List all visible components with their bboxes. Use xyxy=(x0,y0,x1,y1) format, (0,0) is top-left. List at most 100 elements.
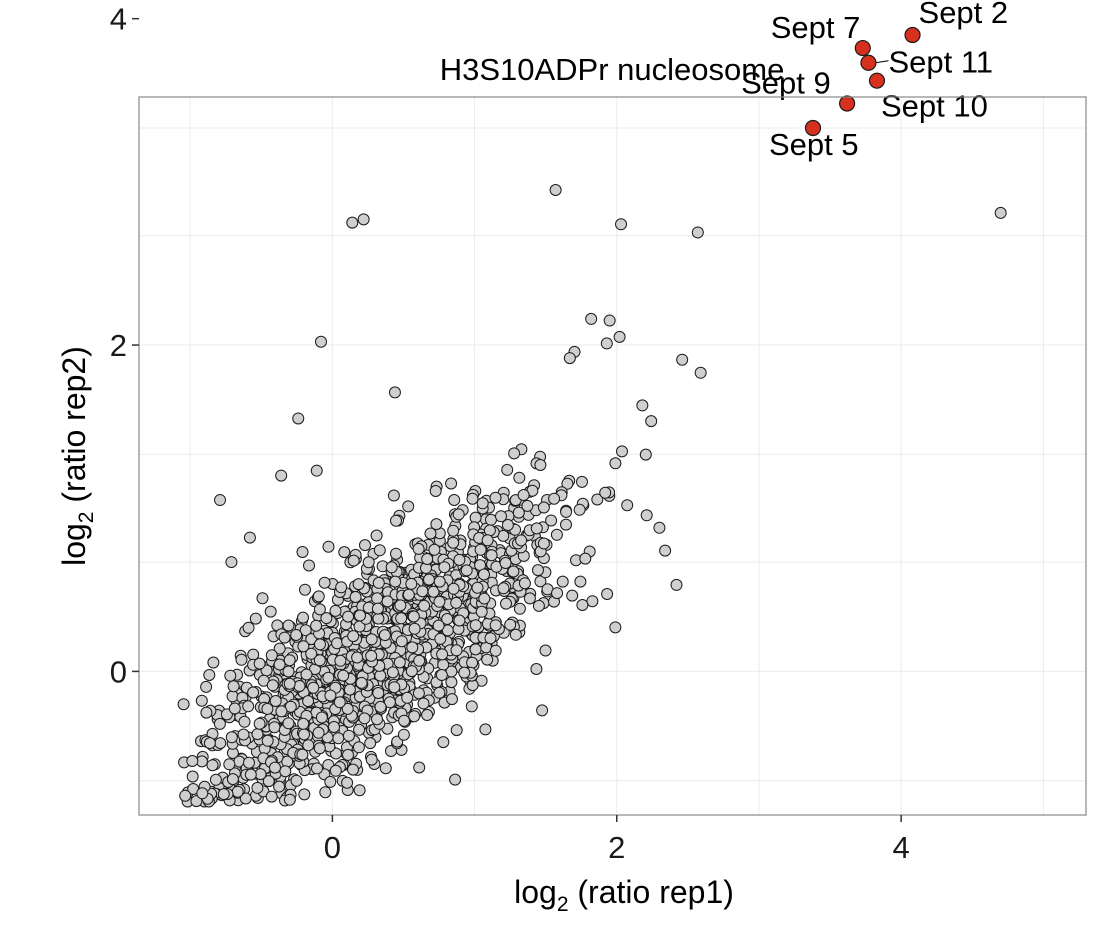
data-point xyxy=(186,770,199,783)
data-point xyxy=(453,553,466,566)
highlight-label: Sept 9 xyxy=(741,66,831,101)
data-point xyxy=(251,728,264,741)
data-point xyxy=(489,491,502,504)
data-point xyxy=(261,702,274,715)
highlighted-point xyxy=(904,26,921,44)
data-point xyxy=(324,689,337,702)
data-point xyxy=(314,638,326,651)
data-point xyxy=(421,553,434,565)
data-point xyxy=(537,501,550,514)
data-point xyxy=(509,628,522,641)
data-point xyxy=(238,715,251,728)
data-point xyxy=(416,585,429,598)
outlier-point xyxy=(636,399,649,412)
data-point xyxy=(365,649,378,662)
data-point xyxy=(536,704,549,717)
data-point xyxy=(244,768,257,781)
data-point xyxy=(320,612,333,625)
data-point xyxy=(532,599,545,612)
highlighted-point xyxy=(860,54,877,71)
data-point xyxy=(299,624,312,637)
data-point xyxy=(278,631,291,644)
data-point xyxy=(313,603,326,616)
data-point xyxy=(371,602,384,615)
outlier-point xyxy=(653,521,666,534)
data-point xyxy=(371,592,384,605)
data-point xyxy=(483,524,496,537)
data-point xyxy=(226,773,239,786)
data-point xyxy=(388,681,401,694)
data-point xyxy=(412,542,425,555)
data-point xyxy=(479,723,492,736)
outlier-point xyxy=(603,314,616,327)
data-point xyxy=(504,618,517,631)
data-point xyxy=(534,459,547,471)
data-point xyxy=(586,595,599,608)
data-point xyxy=(389,575,402,588)
data-point xyxy=(508,447,521,460)
data-point xyxy=(433,575,446,588)
data-point xyxy=(322,540,335,553)
data-point xyxy=(349,591,362,603)
data-point xyxy=(534,575,547,588)
data-point xyxy=(342,748,354,761)
highlight-label: Sept 11 xyxy=(888,45,993,80)
outlier-point xyxy=(600,337,613,350)
data-point xyxy=(393,656,406,669)
outlier-point xyxy=(613,330,626,343)
y-axis-ticks: 0 2 4 xyxy=(110,2,139,689)
label-leader xyxy=(875,60,889,64)
data-point xyxy=(433,686,446,699)
data-point xyxy=(481,534,494,547)
data-point xyxy=(573,503,586,516)
data-point xyxy=(195,694,208,707)
data-point xyxy=(264,605,277,618)
data-point xyxy=(324,775,337,788)
x-axis-ticks: 0 2 4 xyxy=(324,815,910,865)
data-point xyxy=(362,556,375,569)
data-point xyxy=(609,457,622,470)
outlier-point xyxy=(357,213,370,226)
data-point xyxy=(560,518,572,531)
y-axis-label: log2 (ratio rep2) xyxy=(56,346,98,566)
outlier-point xyxy=(563,352,576,365)
data-point xyxy=(515,534,528,547)
data-point xyxy=(387,489,400,502)
data-point xyxy=(265,790,278,803)
data-point xyxy=(253,717,266,730)
data-point xyxy=(341,702,354,715)
data-point xyxy=(299,583,311,596)
data-point xyxy=(500,597,512,610)
data-point xyxy=(446,693,458,706)
outlier-point xyxy=(615,218,628,231)
data-point xyxy=(497,582,510,595)
data-point xyxy=(359,539,371,552)
data-point xyxy=(253,657,266,670)
data-point xyxy=(447,524,460,537)
highlighted-point xyxy=(854,39,871,57)
data-point xyxy=(213,717,226,730)
data-point xyxy=(329,764,342,777)
data-point xyxy=(447,582,460,595)
data-point xyxy=(300,668,313,681)
data-point xyxy=(353,784,366,797)
data-point xyxy=(266,679,279,692)
data-point xyxy=(224,669,237,682)
outlier-point xyxy=(310,464,323,477)
data-point xyxy=(319,786,332,799)
data-point xyxy=(333,696,346,709)
data-point xyxy=(239,792,252,805)
data-point xyxy=(342,610,355,623)
data-point xyxy=(432,619,445,632)
data-point xyxy=(530,663,543,675)
data-point xyxy=(273,658,286,671)
data-point xyxy=(220,708,233,721)
data-point xyxy=(601,588,614,600)
data-point xyxy=(298,728,310,741)
data-point xyxy=(231,785,244,798)
highlight-label: Sept 7 xyxy=(771,10,861,45)
data-point xyxy=(512,506,525,519)
data-point xyxy=(364,737,377,750)
outlier-point xyxy=(292,412,305,425)
data-point xyxy=(395,612,408,625)
